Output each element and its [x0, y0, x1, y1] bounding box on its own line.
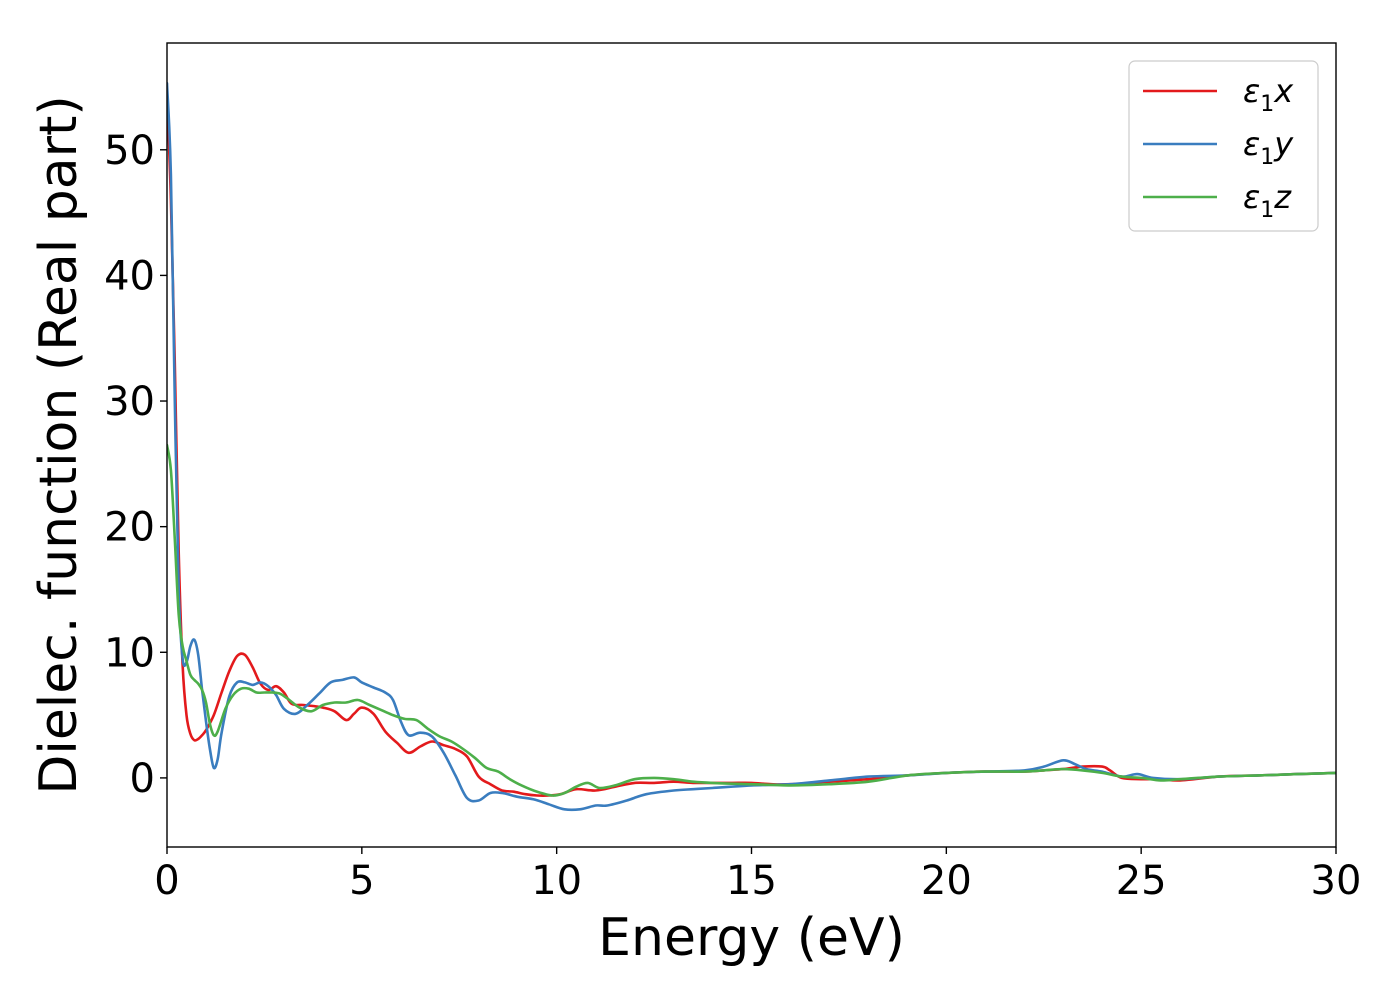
series-line-y: [167, 81, 1336, 812]
series-line-z: [167, 443, 1336, 797]
x-tick-label: 10: [531, 858, 582, 904]
y-tick-label: 10: [104, 630, 155, 676]
x-axis-label: Energy (eV): [598, 908, 905, 968]
y-tick-label: 0: [130, 756, 155, 802]
legend-label-x: ε1x: [1243, 72, 1294, 117]
x-tick-label: 20: [921, 858, 972, 904]
y-tick-label: 20: [104, 505, 155, 551]
y-axis: 0 10 20 30 40 50: [104, 128, 167, 802]
y-tick-label: 40: [104, 253, 155, 299]
y-tick-label: 50: [104, 128, 155, 174]
legend-label-z: ε1z: [1243, 178, 1292, 223]
x-tick-label: 25: [1116, 858, 1167, 904]
legend-box: [1128, 60, 1319, 232]
y-tick-label: 30: [104, 379, 155, 425]
y-axis-label: Dielec. function (Real part): [29, 95, 89, 794]
legend-label-y: ε1y: [1243, 125, 1294, 170]
legend: ε1x ε1y ε1z: [1128, 60, 1319, 232]
x-tick-label: 0: [154, 858, 179, 904]
x-tick-label: 30: [1311, 858, 1362, 904]
series-layer: [167, 81, 1336, 812]
x-tick-label: 5: [349, 858, 374, 904]
x-tick-label: 15: [726, 858, 777, 904]
x-axis: 0 5 10 15 20 25 30: [154, 847, 1361, 904]
